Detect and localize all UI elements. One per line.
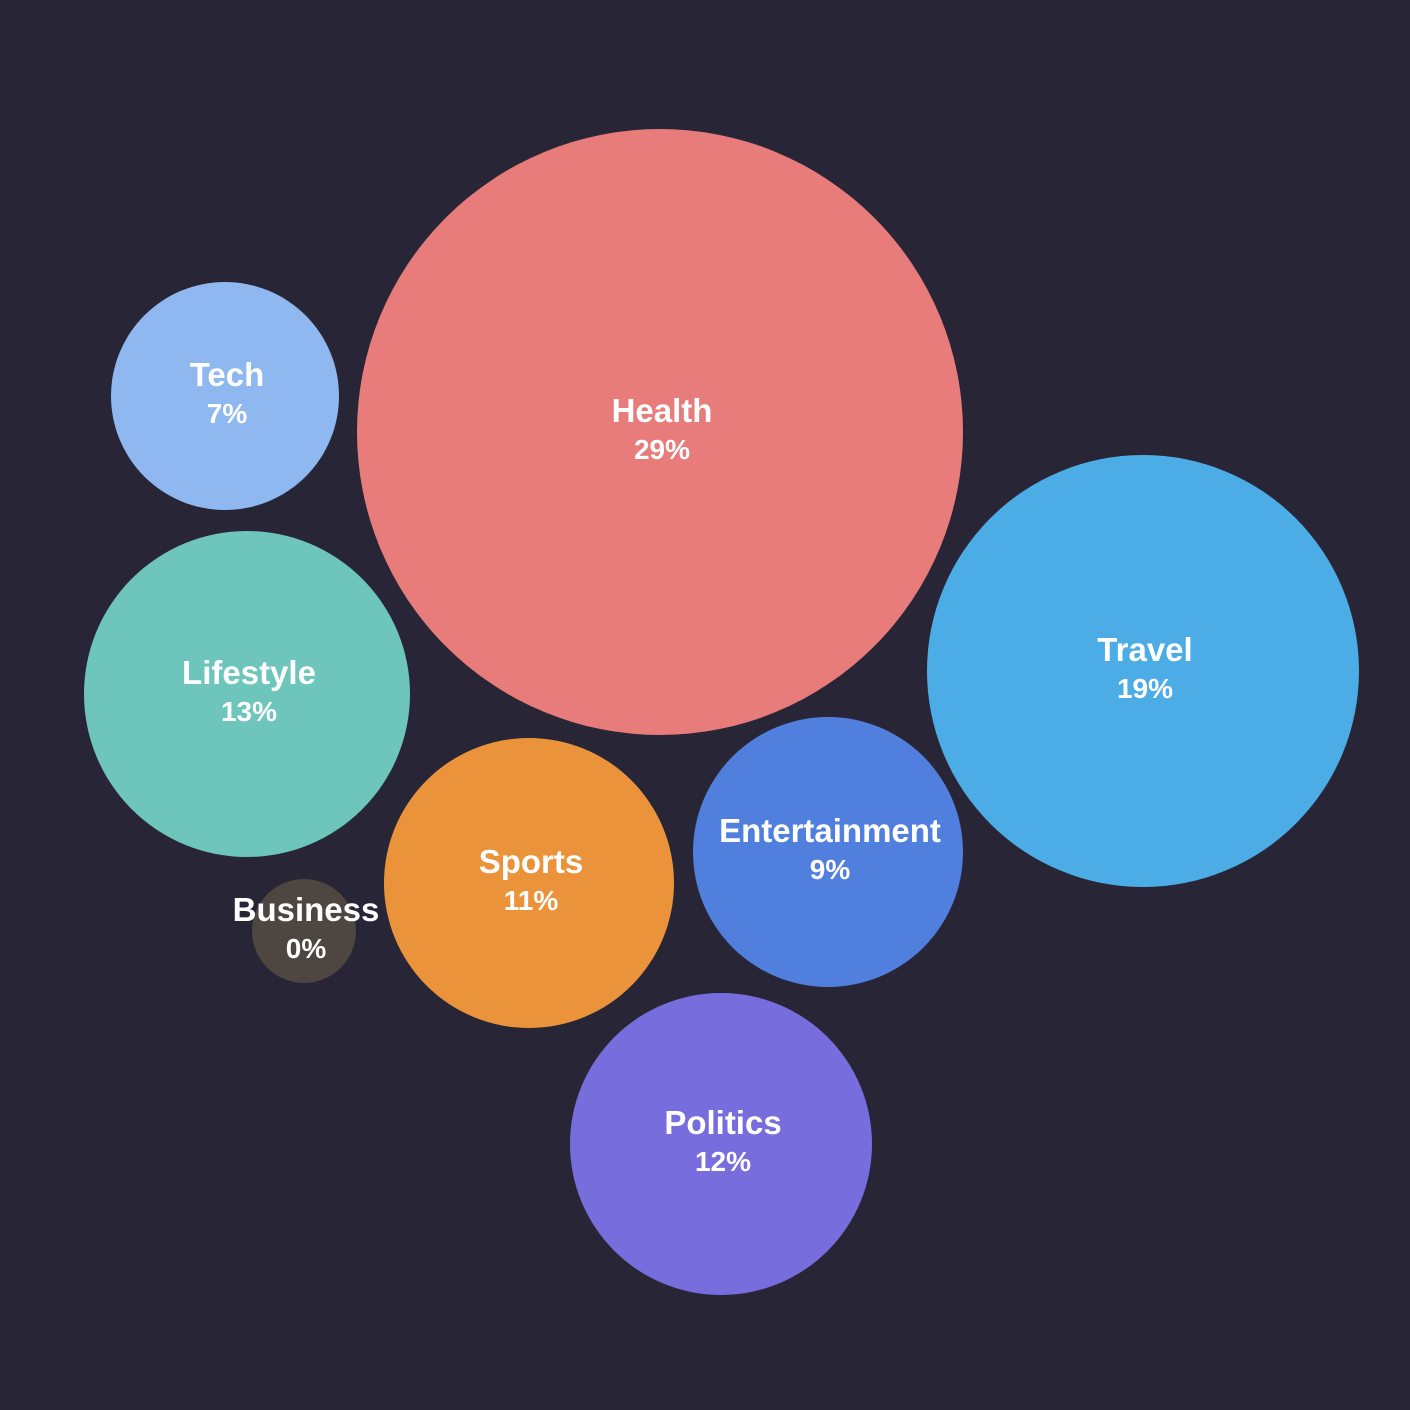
bubble-label-sports: Sports	[479, 843, 584, 880]
bubble-circle-sports	[384, 738, 674, 1028]
bubble-entertainment: Entertainment 9%	[693, 717, 963, 987]
bubbles-group: Health 29% Travel 19% Lifestyle 13% Politics 12…	[84, 129, 1359, 1295]
bubble-label-tech: Tech	[190, 356, 265, 393]
bubble-circle-tech	[111, 282, 339, 510]
bubble-value-health: 29%	[634, 434, 690, 465]
bubble-value-politics: 12%	[695, 1146, 751, 1177]
bubble-circle-lifestyle	[84, 531, 410, 857]
bubble-value-travel: 19%	[1117, 673, 1173, 704]
bubble-circle-travel	[927, 455, 1359, 887]
bubble-health: Health 29%	[357, 129, 963, 735]
bubble-travel: Travel 19%	[927, 455, 1359, 887]
bubble-label-lifestyle: Lifestyle	[182, 654, 316, 691]
bubble-circle-health	[357, 129, 963, 735]
bubble-circle-politics	[570, 993, 872, 1295]
bubble-politics: Politics 12%	[570, 993, 872, 1295]
bubble-sports: Sports 11%	[384, 738, 674, 1028]
bubble-value-lifestyle: 13%	[221, 696, 277, 727]
bubble-lifestyle: Lifestyle 13%	[84, 531, 410, 857]
bubble-value-entertainment: 9%	[810, 854, 851, 885]
bubble-business: Business 0%	[233, 879, 380, 983]
bubble-label-politics: Politics	[664, 1104, 781, 1141]
bubble-circle-business	[252, 879, 356, 983]
bubble-label-health: Health	[612, 392, 713, 429]
bubble-value-tech: 7%	[207, 398, 248, 429]
bubble-label-entertainment: Entertainment	[719, 812, 941, 849]
bubble-tech: Tech 7%	[111, 282, 339, 510]
bubble-circle-entertainment	[693, 717, 963, 987]
bubble-label-travel: Travel	[1097, 631, 1192, 668]
bubble-value-business: 0%	[286, 933, 327, 964]
bubble-value-sports: 11%	[504, 885, 559, 916]
bubble-label-business: Business	[233, 891, 380, 928]
